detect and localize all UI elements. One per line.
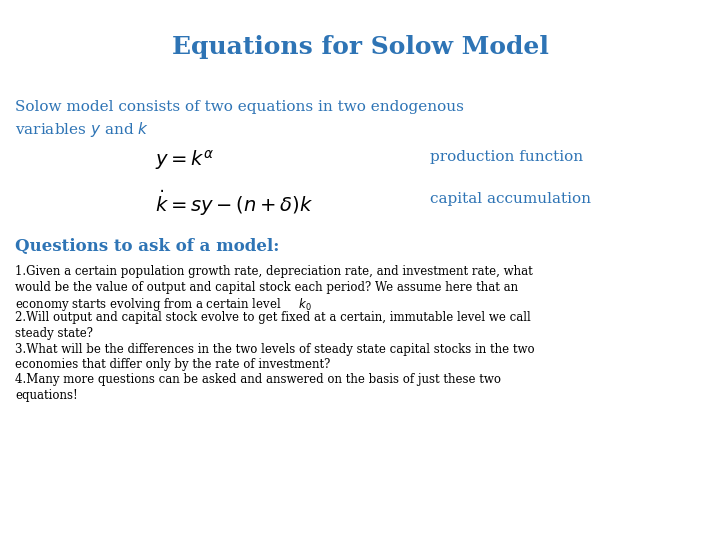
Text: Solow model consists of two equations in two endogenous: Solow model consists of two equations in… xyxy=(15,100,464,114)
Text: would be the value of output and capital stock each period? We assume here that : would be the value of output and capital… xyxy=(15,280,518,294)
Text: Questions to ask of a model:: Questions to ask of a model: xyxy=(15,238,279,255)
Text: capital accumulation: capital accumulation xyxy=(430,192,591,206)
Text: equations!: equations! xyxy=(15,389,78,402)
Text: 2.Will output and capital stock evolve to get fixed at a certain, immutable leve: 2.Will output and capital stock evolve t… xyxy=(15,312,531,325)
Text: variables $y$ and $k$: variables $y$ and $k$ xyxy=(15,120,149,139)
Text: Equations for Solow Model: Equations for Solow Model xyxy=(171,35,549,59)
Text: 4.Many more questions can be asked and answered on the basis of just these two: 4.Many more questions can be asked and a… xyxy=(15,374,501,387)
Text: 3.What will be the differences in the two levels of steady state capital stocks : 3.What will be the differences in the tw… xyxy=(15,342,535,355)
Text: economy starts evolving from a certain level     $k_0$: economy starts evolving from a certain l… xyxy=(15,296,312,313)
Text: steady state?: steady state? xyxy=(15,327,93,340)
Text: $\dot{k} = sy - (n+\delta)k$: $\dot{k} = sy - (n+\delta)k$ xyxy=(155,188,313,218)
Text: $y = k^{\alpha}$: $y = k^{\alpha}$ xyxy=(155,148,215,172)
Text: 1.Given a certain population growth rate, depreciation rate, and investment rate: 1.Given a certain population growth rate… xyxy=(15,265,533,278)
Text: economies that differ only by the rate of investment?: economies that differ only by the rate o… xyxy=(15,358,330,371)
Text: production function: production function xyxy=(430,150,583,164)
